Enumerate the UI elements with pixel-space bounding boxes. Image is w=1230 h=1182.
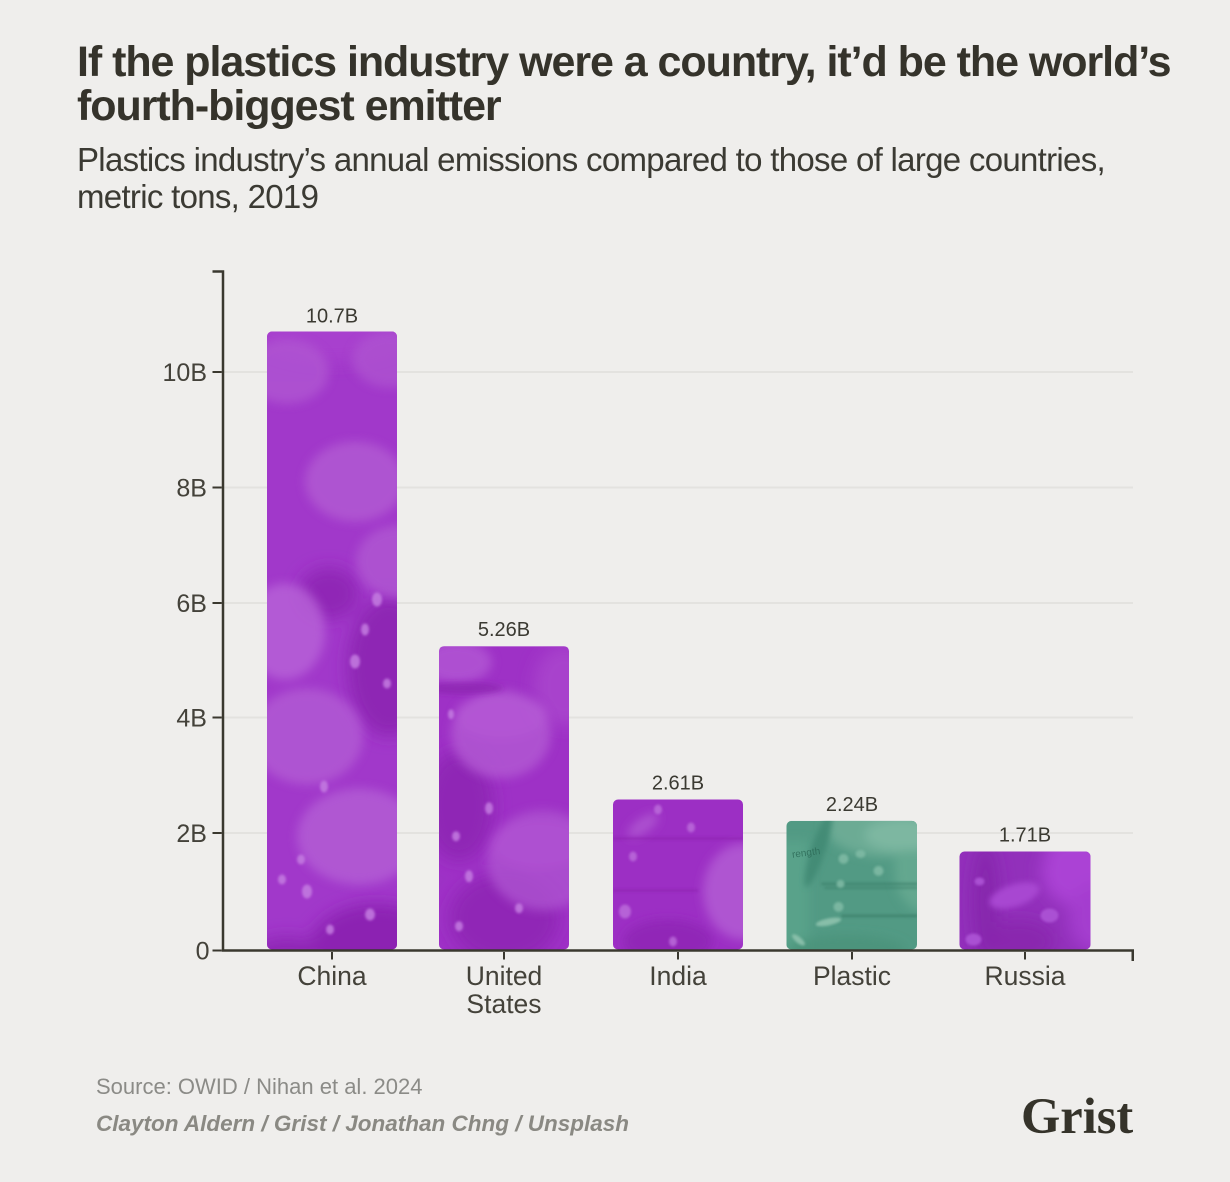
svg-text:1.71B: 1.71B bbox=[999, 825, 1051, 847]
svg-text:10B: 10B bbox=[163, 359, 207, 387]
svg-text:Plastic: Plastic bbox=[813, 961, 891, 991]
svg-text:8B: 8B bbox=[176, 475, 207, 503]
svg-text:2.24B: 2.24B bbox=[826, 794, 878, 816]
svg-text:rength: rength bbox=[791, 846, 821, 861]
svg-text:States: States bbox=[466, 989, 541, 1019]
svg-text:4B: 4B bbox=[176, 705, 207, 733]
svg-text:United: United bbox=[466, 961, 543, 991]
svg-text:2.61B: 2.61B bbox=[652, 773, 704, 795]
svg-text:Russia: Russia bbox=[984, 961, 1065, 991]
svg-text:10.7B: 10.7B bbox=[306, 306, 358, 328]
svg-text:0: 0 bbox=[196, 938, 210, 966]
svg-text:2B: 2B bbox=[176, 820, 207, 848]
svg-text:6B: 6B bbox=[176, 590, 207, 618]
svg-text:India: India bbox=[649, 961, 707, 991]
svg-text:China: China bbox=[297, 961, 367, 991]
svg-text:5.26B: 5.26B bbox=[478, 619, 530, 641]
